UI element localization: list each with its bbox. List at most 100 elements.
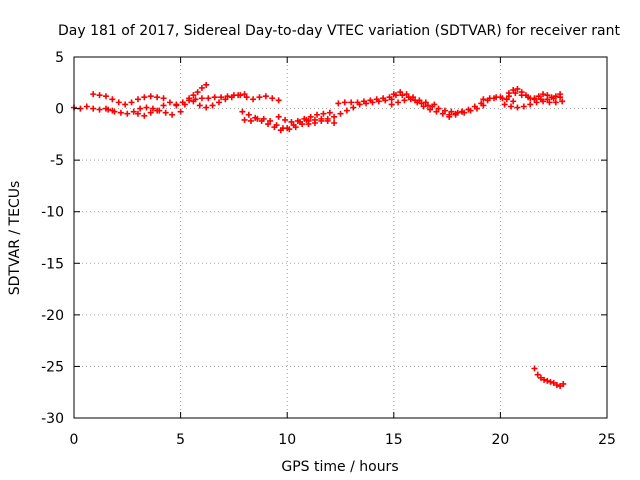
data-point: [501, 101, 508, 108]
data-point: [360, 98, 367, 105]
data-point: [279, 125, 286, 132]
data-point: [111, 108, 118, 115]
data-point: [275, 113, 282, 120]
data-point: [446, 113, 453, 120]
data-point: [109, 96, 116, 103]
data-point: [514, 104, 521, 111]
data-point: [209, 102, 216, 109]
data-point: [326, 109, 333, 116]
y-axis-label: SDTVAR / TECUs: [7, 181, 23, 296]
data-point: [147, 93, 154, 100]
data-point: [418, 100, 425, 107]
data-point: [427, 106, 434, 113]
data-point: [128, 99, 135, 106]
data-point: [478, 100, 485, 107]
data-point: [403, 91, 410, 98]
data-point: [275, 97, 282, 104]
data-point: [160, 102, 167, 109]
y-tick-label: -25: [41, 359, 64, 375]
data-point: [105, 106, 112, 113]
data-point: [541, 376, 548, 383]
data-point: [235, 92, 242, 99]
data-point: [299, 121, 306, 128]
data-point: [203, 81, 210, 88]
plot-frame: [73, 56, 608, 419]
data-point: [115, 99, 122, 106]
data-point: [196, 102, 203, 109]
data-point: [190, 92, 197, 99]
data-point: [354, 99, 361, 106]
data-point: [557, 91, 564, 98]
data-point: [241, 116, 248, 123]
data-point: [250, 96, 257, 103]
data-point: [122, 101, 129, 108]
axis-ticks: [73, 56, 608, 419]
data-point: [546, 99, 553, 106]
data-point: [429, 103, 436, 110]
data-point: [518, 89, 525, 96]
data-point: [166, 99, 173, 106]
data-point: [294, 117, 301, 124]
series-track-2: [90, 91, 167, 108]
data-point: [301, 115, 308, 122]
data-point: [544, 92, 551, 99]
data-point: [337, 110, 344, 117]
data-point: [173, 101, 180, 108]
data-point: [149, 105, 156, 112]
data-point: [267, 117, 274, 124]
data-point: [96, 92, 103, 99]
grid: [74, 57, 607, 418]
x-tick-label: 20: [491, 432, 509, 448]
data-point: [527, 101, 534, 108]
data-point: [552, 93, 559, 100]
series-track-19: [531, 365, 567, 390]
data-point: [459, 108, 466, 115]
y-tick-label: -10: [41, 205, 64, 221]
data-point: [305, 121, 312, 128]
data-point: [397, 89, 404, 96]
data-point: [318, 117, 325, 124]
data-point: [190, 98, 197, 105]
data-point: [559, 98, 566, 105]
data-point: [533, 99, 540, 106]
data-point: [311, 120, 318, 127]
x-axis-label: GPS time / hours: [281, 459, 398, 475]
data-point: [557, 383, 564, 390]
data-point: [256, 94, 263, 101]
series-track-4: [134, 99, 180, 119]
data-point: [480, 96, 487, 103]
data-point: [124, 110, 131, 117]
data-point: [130, 108, 137, 115]
data-point: [416, 97, 423, 104]
data-point: [314, 111, 321, 118]
data-point: [160, 95, 167, 102]
data-point: [531, 365, 538, 372]
data-point: [243, 94, 250, 101]
data-point: [424, 102, 431, 109]
tick-labels: 0 5 10 15 20 25 -30 -25 -20 -15 -10 -5 0 5: [41, 50, 616, 448]
data-point: [505, 90, 512, 97]
x-tick-label: 25: [598, 432, 616, 448]
data-point: [194, 89, 201, 96]
data-point: [292, 124, 299, 131]
data-point: [137, 105, 144, 112]
data-point: [254, 115, 261, 122]
data-point: [186, 97, 193, 104]
data-point: [388, 101, 395, 108]
data-point: [435, 105, 442, 112]
data-point: [420, 103, 427, 110]
data-point: [147, 109, 154, 116]
data-point: [544, 377, 551, 384]
series-track-18: [501, 98, 566, 111]
data-point: [143, 104, 150, 111]
y-tick-label: -15: [41, 256, 64, 272]
data-point: [380, 95, 387, 102]
data-point: [520, 103, 527, 110]
data-point: [452, 111, 459, 118]
x-tick-label: 10: [278, 432, 296, 448]
data-point: [203, 104, 210, 111]
series-track-15: [446, 94, 517, 120]
data-point: [503, 96, 510, 103]
data-point: [96, 106, 103, 113]
